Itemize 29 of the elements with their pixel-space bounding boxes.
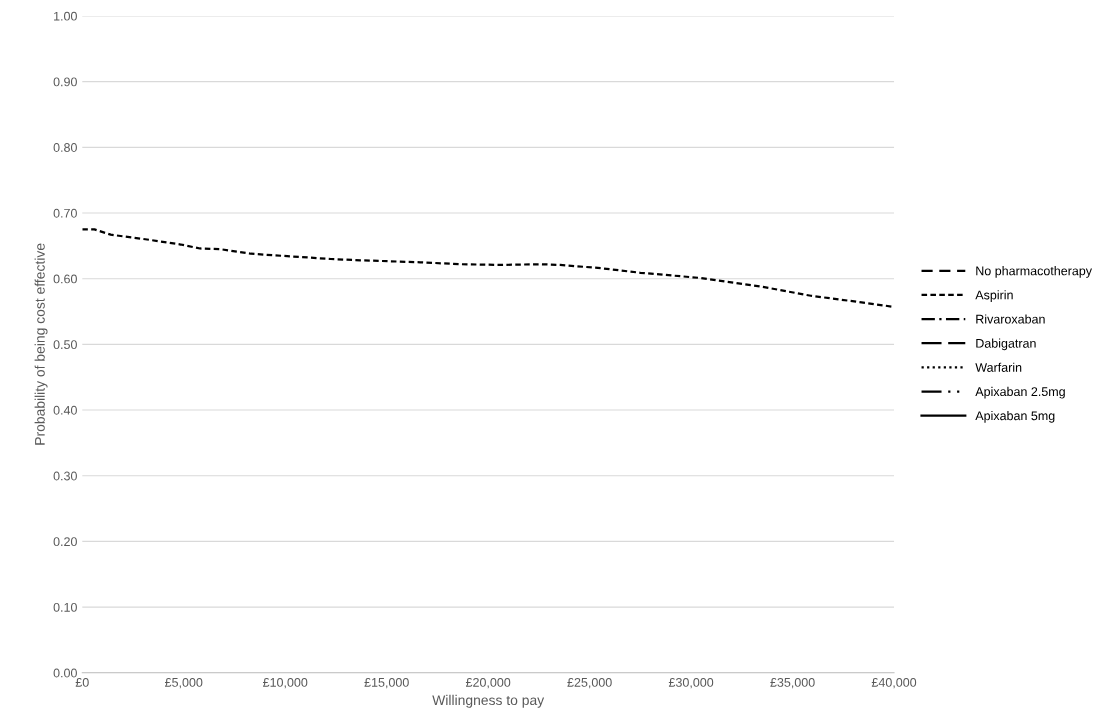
x-tick-label: £30,000 <box>668 677 714 689</box>
legend-label: Apixaban 5mg <box>975 411 1055 423</box>
legend-label: Apixaban 2.5mg <box>975 386 1065 399</box>
x-tick-label: £20,000 <box>465 677 511 689</box>
y-tick-label: 0.90 <box>53 77 77 87</box>
legend-label: Rivaroxaban <box>976 314 1045 324</box>
legend-label: Aspirin <box>975 290 1013 302</box>
legend-label: Warfarin <box>975 362 1022 372</box>
y-tick-label: 1.00 <box>54 11 77 21</box>
x-tick-label: £25,000 <box>567 677 612 689</box>
y-tick-label: 0.60 <box>53 274 77 284</box>
x-tick-label: £10,000 <box>262 677 308 689</box>
x-tick-label: £0 <box>75 677 89 687</box>
y-tick-label: 0.30 <box>53 471 77 481</box>
y-tick-label: 0.50 <box>53 340 77 350</box>
y-axis-title: Probability of being cost effective <box>34 243 48 445</box>
x-tick-label: £15,000 <box>364 677 409 689</box>
y-tick-label: 0.10 <box>53 602 77 612</box>
legend-label: Dabigatran <box>976 338 1036 351</box>
x-tick-label: £5,000 <box>165 677 203 689</box>
y-tick-label: 0.40 <box>53 405 77 415</box>
x-tick-label: £40,000 <box>871 677 917 689</box>
y-tick-label: 0.80 <box>53 143 77 152</box>
y-tick-label: 0.70 <box>53 208 77 218</box>
x-axis-title: Willingness to pay <box>432 694 545 708</box>
legend-label: No pharmacotherapy <box>976 266 1092 278</box>
x-tick-label: £35,000 <box>770 677 815 689</box>
y-tick-label: 0.20 <box>53 537 77 547</box>
y-tick-label: 0.00 <box>53 668 77 678</box>
